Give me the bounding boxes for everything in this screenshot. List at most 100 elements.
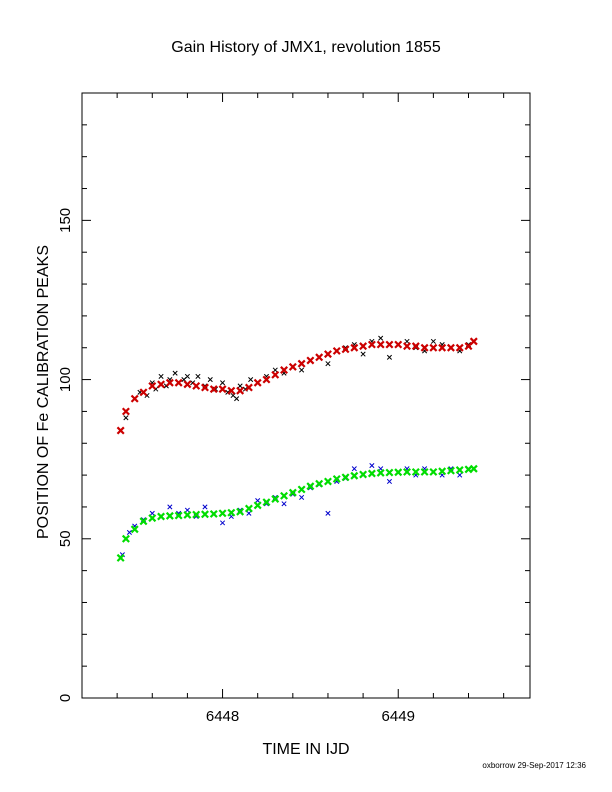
data-point — [369, 462, 375, 469]
data-point — [350, 343, 359, 352]
data-point — [209, 509, 218, 518]
data-point — [288, 488, 297, 497]
data-point — [149, 510, 155, 516]
data-point — [367, 469, 376, 478]
data-point — [158, 373, 164, 379]
data-point — [446, 343, 455, 352]
data-point — [403, 342, 411, 351]
data-point — [174, 378, 183, 387]
y-tick-label: 0 — [57, 694, 74, 702]
data-point — [165, 378, 174, 387]
x-tick-labels: 6448 6449 — [206, 708, 415, 725]
data-point — [236, 386, 245, 395]
y-axis-label: POSITION OF Fe CALIBRATION PEAKS — [35, 245, 52, 539]
plot-frame — [81, 92, 531, 699]
data-point — [248, 377, 254, 383]
data-point — [219, 380, 226, 386]
data-point — [394, 468, 403, 477]
data-point — [148, 381, 157, 390]
data-point — [341, 345, 350, 354]
data-point — [209, 385, 218, 394]
data-point — [430, 338, 436, 344]
data-point — [121, 407, 130, 416]
data-point — [376, 340, 385, 349]
data-point — [411, 467, 420, 476]
data-point — [183, 510, 192, 519]
data-point — [403, 467, 411, 476]
data-point — [253, 378, 262, 387]
data-point — [341, 473, 350, 482]
data-point — [116, 426, 125, 435]
data-point — [469, 337, 478, 346]
data-point — [139, 517, 148, 526]
data-point — [360, 351, 366, 357]
data-point — [236, 507, 245, 516]
data-point — [184, 373, 190, 379]
data-point — [315, 479, 324, 488]
data-point — [438, 343, 447, 352]
data-point — [195, 373, 201, 379]
data-point — [246, 510, 252, 516]
data-point — [174, 511, 183, 520]
data-point — [420, 343, 429, 352]
data-point — [281, 501, 287, 507]
y-tick-label: 100 — [57, 367, 74, 392]
data-point — [455, 466, 464, 474]
y-tick-labels: 0 50 100 150 — [57, 208, 74, 702]
data-point — [457, 472, 463, 478]
data-point — [126, 529, 132, 535]
data-point — [332, 474, 341, 483]
data-points — [116, 335, 478, 562]
data-point — [323, 477, 332, 486]
data-point — [148, 514, 157, 523]
data-point — [350, 471, 359, 480]
data-point — [218, 385, 227, 394]
data-point — [234, 396, 240, 402]
data-point — [359, 342, 368, 351]
x-axis-label: TIME IN IJD — [262, 741, 349, 758]
data-point — [299, 367, 305, 373]
data-point — [386, 478, 393, 485]
data-point — [262, 498, 271, 507]
data-point — [367, 340, 376, 349]
data-point — [255, 498, 261, 504]
data-point — [272, 367, 278, 373]
data-point — [165, 511, 174, 520]
chart-title: Gain History of JMX1, revolution 1855 — [171, 39, 441, 56]
data-point — [262, 375, 271, 384]
data-point — [157, 380, 166, 389]
axis-ticks — [81, 92, 530, 699]
data-point — [386, 354, 393, 360]
data-point — [280, 491, 289, 500]
data-point — [121, 534, 130, 543]
data-point — [306, 356, 315, 365]
data-point — [192, 510, 201, 519]
data-point — [404, 338, 410, 344]
data-point — [469, 464, 478, 473]
data-point — [429, 343, 438, 352]
data-point — [280, 366, 289, 375]
data-point — [139, 388, 148, 397]
credit-text: oxborrow 29-Sep-2017 12:36 — [482, 761, 586, 770]
data-point — [244, 383, 253, 392]
data-point — [420, 467, 429, 476]
series-2 — [119, 462, 472, 558]
data-point — [123, 415, 129, 421]
data-point — [157, 512, 166, 521]
data-point — [201, 510, 209, 519]
series-3 — [116, 464, 478, 562]
data-point — [455, 343, 464, 352]
data-point — [172, 370, 178, 376]
data-point — [394, 340, 403, 349]
data-point — [116, 553, 125, 562]
data-point — [306, 482, 315, 491]
data-point — [297, 359, 306, 368]
data-point — [130, 525, 139, 534]
data-point — [359, 470, 368, 479]
data-point — [332, 346, 341, 355]
data-point — [218, 509, 227, 518]
data-point — [201, 383, 209, 392]
data-point — [207, 377, 213, 383]
data-point — [237, 383, 243, 389]
